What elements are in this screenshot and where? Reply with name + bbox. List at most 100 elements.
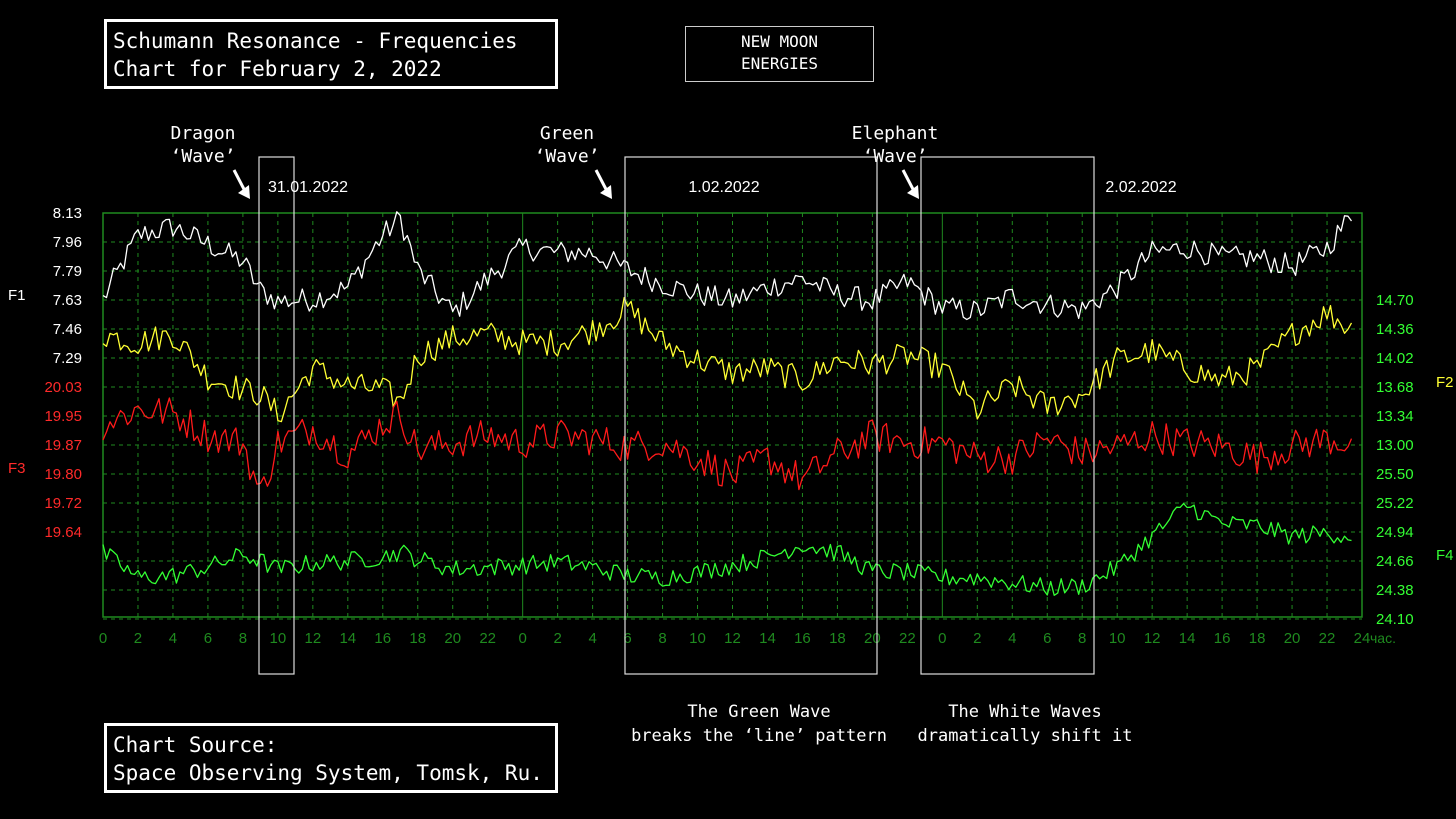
plot-area-border — [102, 212, 1363, 618]
chart-title-line1: Schumann Resonance - Frequencies — [113, 29, 518, 53]
x-axis-ticks: 0 2 4 6 8 10 12 14 16 18 20 22 0 2 4 6 8 10 12 14 16 18 20 22 0 2… — [99, 630, 1396, 647]
f3-tick-label: 20.03 — [44, 379, 82, 396]
x-tick-label: 8 — [239, 630, 247, 647]
chart-title-box: Schumann Resonance - Frequencies Chart f… — [104, 19, 558, 89]
f2-tick-label: 13.68 — [1376, 379, 1414, 396]
f1-tick-label: 7.96 — [53, 234, 82, 251]
axis-names: F1 F3 F2 F4 — [8, 287, 1454, 564]
x-tick-label: 10 — [689, 630, 706, 647]
x-tick-label: 20 — [864, 630, 881, 647]
date-label-1: 31.01.2022 — [268, 179, 348, 196]
left-axis-ticks: 8.13 7.96 7.79 7.63 7.46 7.29 20.03 19.95 19.87 1… — [44, 205, 82, 541]
series-line-f2 — [102, 297, 1353, 423]
x-tick-label: 20 — [1284, 630, 1301, 647]
x-tick-label: 18 — [1249, 630, 1266, 647]
series-line-f4 — [102, 502, 1352, 596]
x-tick-label: 6 — [204, 630, 212, 647]
green-wave-arrow — [594, 169, 612, 199]
x-tick-label: 22 — [899, 630, 916, 647]
f2-tick-label: 13.34 — [1376, 408, 1414, 425]
x-tick-label: 10 — [1109, 630, 1126, 647]
chart-title-line2: Chart for February 2, 2022 — [113, 57, 442, 81]
chart-frame — [102, 212, 1363, 618]
elephant-wave-label: Elephant ‘Wave’ — [851, 123, 939, 167]
series-line-f3 — [102, 397, 1353, 491]
x-tick-label: 20 — [444, 630, 461, 647]
x-tick-label: 0 — [518, 630, 526, 647]
x-tick-label: 0 — [938, 630, 946, 647]
chart-source-line1: Chart Source: — [113, 733, 278, 757]
white-waves-highlight-box — [920, 156, 1095, 675]
x-tick-label: 16 — [374, 630, 391, 647]
arrow-head — [238, 185, 250, 199]
f3-tick-label: 19.64 — [44, 524, 82, 541]
x-tick-label: 12 — [724, 630, 741, 647]
x-tick-label: 4 — [588, 630, 596, 647]
x-tick-label: 22 — [1319, 630, 1336, 647]
dragon-wave-label: Dragon ‘Wave’ — [170, 123, 236, 167]
x-tick-label: 12 — [304, 630, 321, 647]
f2-tick-label: 14.70 — [1376, 292, 1414, 309]
x-tick-label: 16 — [1214, 630, 1231, 647]
x-tick-label: 14 — [1179, 630, 1196, 647]
x-tick-label: 12 — [1144, 630, 1161, 647]
f1-tick-label: 7.29 — [53, 350, 82, 367]
f1-tick-label: 7.46 — [53, 321, 82, 338]
x-unit-label: час. — [1370, 630, 1396, 646]
axis-name-f2: F2 — [1436, 374, 1454, 391]
x-tick-label: 2 — [134, 630, 142, 647]
x-tick-label: 8 — [1078, 630, 1086, 647]
f3-tick-label: 19.95 — [44, 408, 82, 425]
green-wave-highlight-box — [624, 156, 878, 675]
f4-tick-label: 24.94 — [1376, 524, 1414, 541]
x-tick-label: 2 — [973, 630, 981, 647]
x-tick-label: 22 — [479, 630, 496, 647]
x-tick-label: 4 — [169, 630, 177, 647]
chart-grid — [102, 212, 1363, 620]
chart-source-box: Chart Source: Space Observing System, To… — [104, 723, 558, 793]
f4-tick-label: 24.10 — [1376, 611, 1414, 628]
x-tick-label: 18 — [829, 630, 846, 647]
chart-source-line2: Space Observing System, Tomsk, Ru. — [113, 761, 543, 785]
date-label-3: 2.02.2022 — [1105, 179, 1176, 196]
f4-tick-label: 24.66 — [1376, 553, 1414, 570]
x-tick-label: 2 — [553, 630, 561, 647]
x-tick-label: 14 — [339, 630, 356, 647]
f4-tick-label: 24.38 — [1376, 582, 1414, 599]
f2-tick-label: 14.36 — [1376, 321, 1414, 338]
date-labels: 31.01.2022 1.02.2022 2.02.2022 — [268, 179, 1177, 196]
arrow-head — [600, 185, 612, 199]
x-tick-label: 16 — [794, 630, 811, 647]
x-tick-label: 24 — [1354, 630, 1371, 647]
right-axis-ticks: 14.70 14.36 14.02 13.68 13.34 13.00 25.50 25.22… — [1376, 292, 1414, 628]
date-label-2: 1.02.2022 — [688, 179, 759, 196]
f4-tick-label: 25.22 — [1376, 495, 1414, 512]
x-tick-label: 10 — [270, 630, 287, 647]
x-tick-label: 8 — [658, 630, 666, 647]
green-wave-note: The Green Wave breaks the ‘line’ pattern — [631, 702, 887, 746]
arrow-head — [907, 185, 919, 199]
f1-tick-label: 7.63 — [53, 292, 82, 309]
f3-tick-label: 19.87 — [44, 437, 82, 454]
annotation-arrows — [232, 169, 919, 199]
elephant-arrow — [901, 169, 919, 199]
green-wave-label: Green ‘Wave’ — [534, 123, 600, 167]
dragon-arrow — [232, 169, 250, 199]
x-tick-label: 6 — [623, 630, 631, 647]
x-tick-label: 14 — [759, 630, 776, 647]
f3-tick-label: 19.80 — [44, 466, 82, 483]
f2-tick-label: 13.00 — [1376, 437, 1414, 454]
x-tick-label: 18 — [409, 630, 426, 647]
f3-tick-label: 19.72 — [44, 495, 82, 512]
f2-tick-label: 14.02 — [1376, 350, 1414, 367]
axis-name-f3: F3 — [8, 460, 26, 477]
f1-tick-label: 7.79 — [53, 263, 82, 280]
new-moon-line1: NEW MOON — [740, 32, 819, 51]
dragon-highlight-box — [258, 156, 295, 675]
x-tick-label: 0 — [99, 630, 107, 647]
new-moon-line2: ENERGIES — [740, 54, 819, 73]
axis-name-f4: F4 — [1436, 547, 1454, 564]
f4-tick-label: 25.50 — [1376, 466, 1414, 483]
highlight-boxes — [258, 156, 1095, 675]
